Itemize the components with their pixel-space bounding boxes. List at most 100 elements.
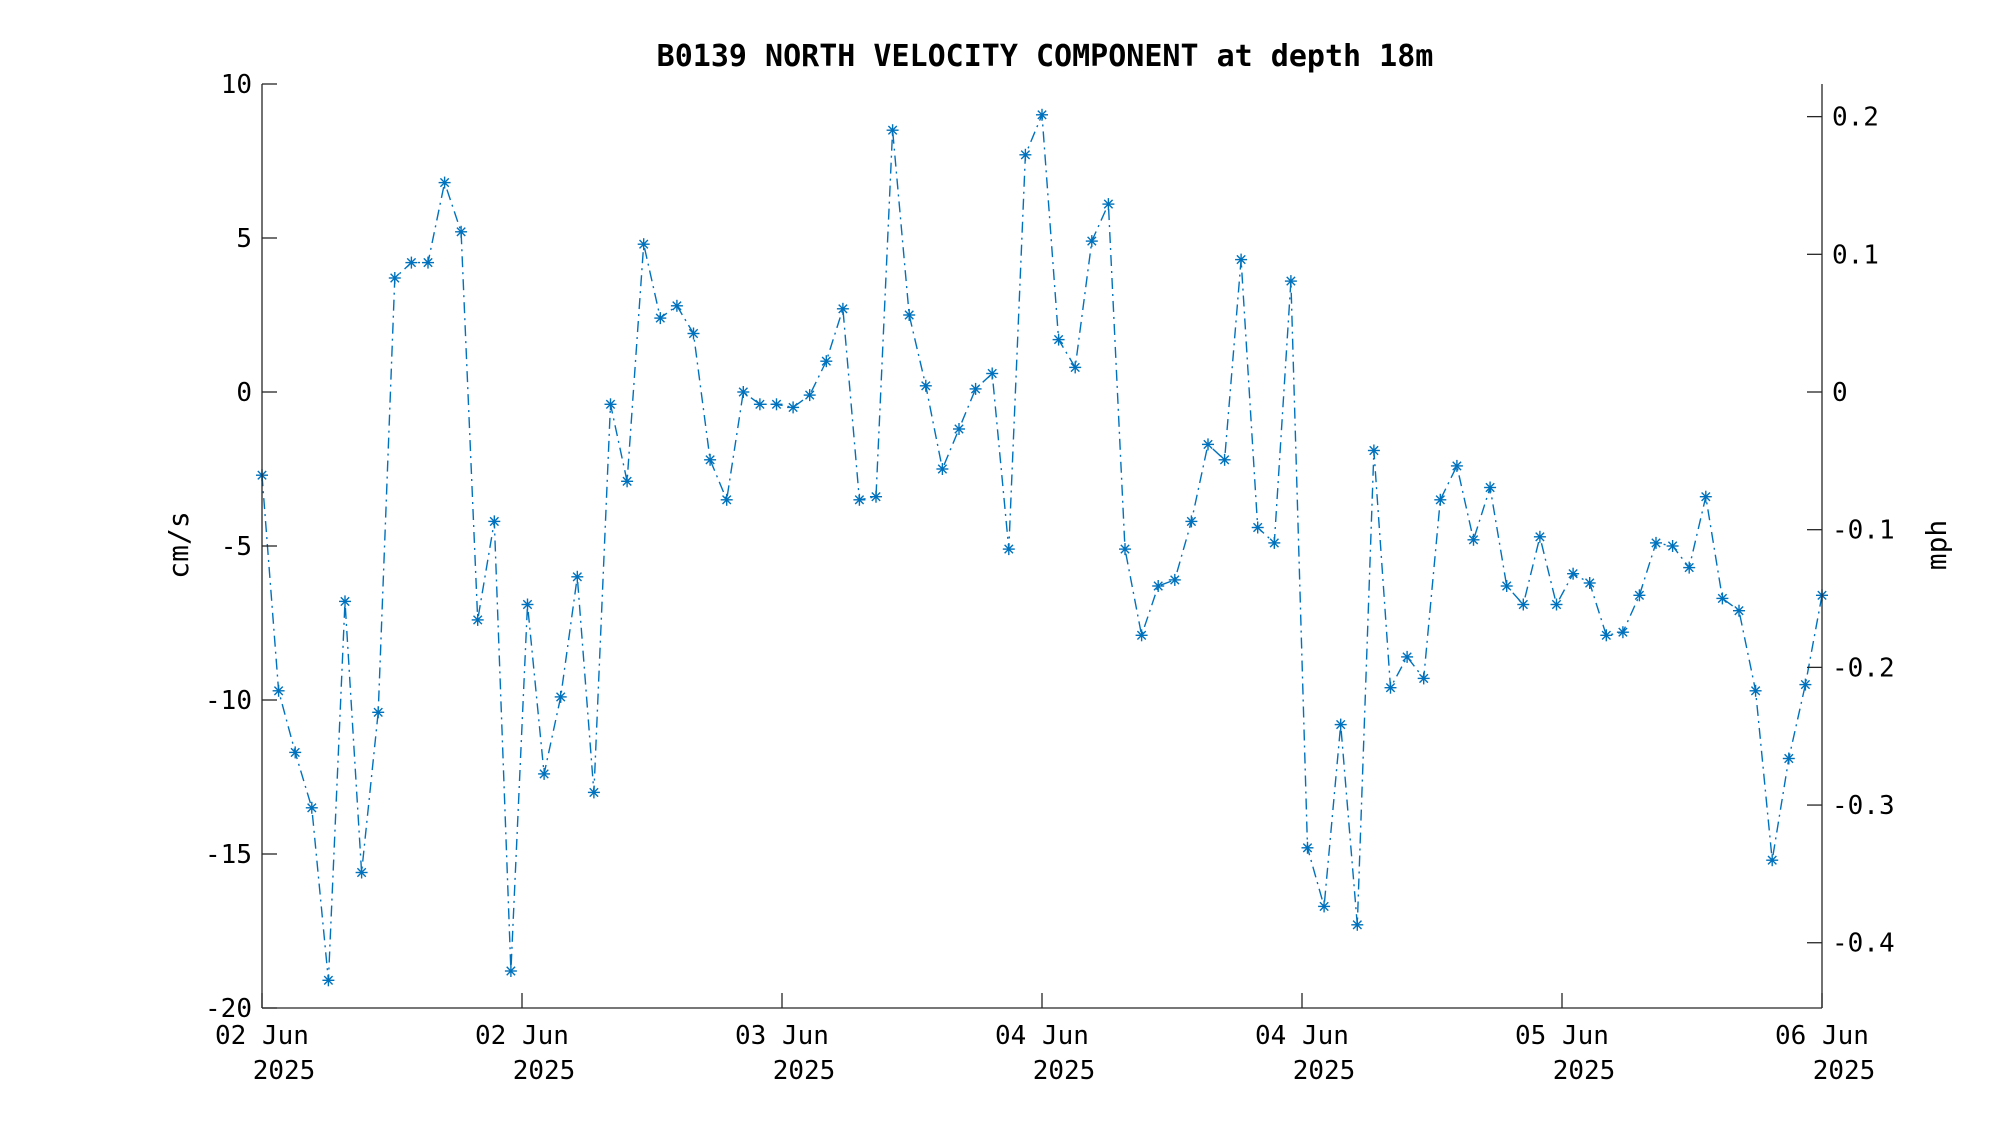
data-point [1384,681,1397,694]
chart-title: B0139 NORTH VELOCITY COMPONENT at depth … [657,39,1434,74]
x-tick-label-year: 2025 [513,1056,576,1086]
left-tick-label: -10 [205,686,252,716]
y-axis-label: cm/s [162,511,195,578]
data-point [903,309,916,321]
data-point [554,690,567,703]
x-tick-label-day: 03 Jun [735,1021,829,1051]
data-point [704,453,717,466]
right-tick-label: 0.2 [1832,103,1879,133]
data-point [1633,589,1646,602]
left-y-axis: 10 5 0 -5 -10 -15 -20 [205,70,277,1024]
left-tick-label: 10 [221,70,252,100]
x-tick-label-year: 2025 [1813,1056,1876,1086]
data-point [1218,453,1231,466]
data-point [1036,108,1048,121]
data-point [820,355,833,368]
data-point [1318,900,1331,913]
data-point [1351,918,1364,931]
data-point [488,515,501,528]
data-point [538,767,551,780]
left-tick-label: 0 [236,378,252,408]
data-point [1567,567,1580,580]
data-point [1699,490,1712,503]
x-tick-label-year: 2025 [1293,1056,1356,1086]
data-point [455,225,468,238]
data-point [1467,533,1480,546]
data-point [803,389,816,402]
data-point [886,124,899,137]
data-point [621,475,634,488]
data-point [1733,604,1745,617]
data-point [919,379,932,392]
data-point [1284,275,1297,288]
data-point [388,272,401,284]
data-point [1484,481,1497,494]
data-point [1683,561,1696,574]
data-point [1102,198,1115,211]
data-point [471,613,484,626]
data-point [422,256,434,269]
data-point [1417,672,1430,685]
data-point [870,490,882,503]
data-point [1550,598,1563,611]
data-point [1367,444,1380,457]
right-tick-label: 0 [1832,378,1848,408]
y-axis-label-right: mph [1920,520,1953,571]
data-point [1268,536,1281,549]
plot-area [256,108,1828,987]
data-point [1716,592,1729,605]
data-point [986,367,999,380]
left-tick-label: 5 [236,224,252,254]
data-point [1019,148,1032,161]
x-tick-label-day: 02 Jun [215,1021,309,1051]
data-point [1085,235,1098,248]
series-line [261,114,1823,981]
data-point [1517,598,1530,611]
data-point [1450,459,1463,472]
data-point [1533,530,1546,543]
data-point [289,746,302,759]
right-tick-label: 0.1 [1832,240,1879,270]
data-point [753,398,766,411]
data-point [1002,543,1015,556]
x-tick-label-year: 2025 [773,1056,836,1086]
data-point [787,401,800,414]
data-point [1650,536,1662,549]
data-point [1782,752,1795,765]
data-point [1749,684,1762,697]
data-point [737,386,750,398]
data-point [587,786,600,799]
data-point [438,176,451,189]
data-point [936,463,949,475]
data-point [1135,629,1148,642]
data-point [1583,577,1596,589]
data-point [305,801,318,814]
data-point [1119,543,1131,556]
data-point [1666,540,1679,552]
data-point [1202,438,1214,451]
data-point [687,327,700,340]
x-tick-label-day: 05 Jun [1515,1021,1609,1051]
data-point [1168,573,1181,586]
data-point [1616,626,1629,639]
data-point [654,312,667,325]
data-point [1052,333,1065,346]
data-point [1500,580,1513,592]
data-point [272,684,285,697]
data-point [1799,678,1812,691]
data-point [1251,521,1264,534]
data-point [504,965,517,977]
x-tick-label-day: 02 Jun [475,1021,569,1051]
x-tick-label-year: 2025 [253,1056,316,1086]
data-point [670,299,683,312]
data-point [953,423,965,435]
data-point [1185,515,1198,528]
data-point [604,398,617,411]
data-point [1334,718,1347,731]
data-point [770,398,783,411]
right-tick-label: -0.2 [1832,653,1895,683]
data-point [969,382,982,395]
data-point [355,866,368,879]
data-point [1301,841,1314,854]
